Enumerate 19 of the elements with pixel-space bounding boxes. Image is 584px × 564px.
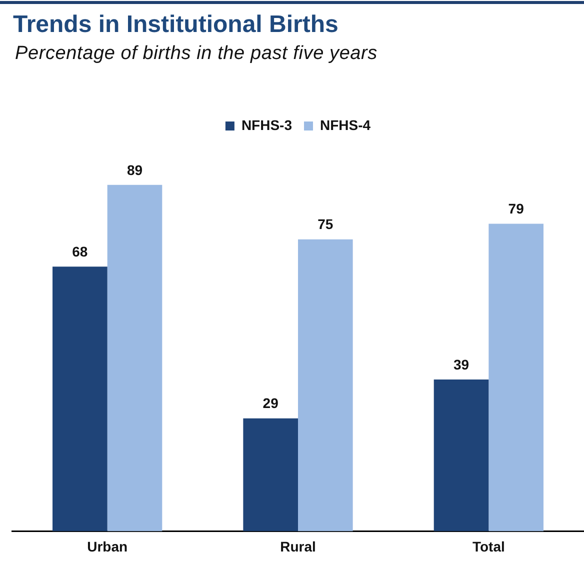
legend-label: NFHS-3 <box>241 116 292 133</box>
bar <box>434 379 489 532</box>
chart-subtitle: Percentage of births in the past five years <box>15 42 378 66</box>
x-tick-label: Total <box>472 538 505 554</box>
data-label: 39 <box>453 356 470 372</box>
bar <box>52 266 108 532</box>
data-label: 68 <box>72 243 88 260</box>
data-label: 89 <box>126 162 143 178</box>
bar <box>243 418 298 532</box>
data-label: 29 <box>262 395 279 412</box>
chart-title: Trends in Institutional Births <box>13 11 338 39</box>
x-tick-label: Urban <box>87 538 128 554</box>
bar <box>298 239 353 532</box>
data-label: 75 <box>318 216 334 232</box>
legend-label: NFHS-4 <box>320 116 371 133</box>
bar <box>107 184 162 532</box>
data-label: 79 <box>508 200 524 217</box>
bar <box>488 224 544 532</box>
x-tick-label: Rural <box>280 538 316 554</box>
